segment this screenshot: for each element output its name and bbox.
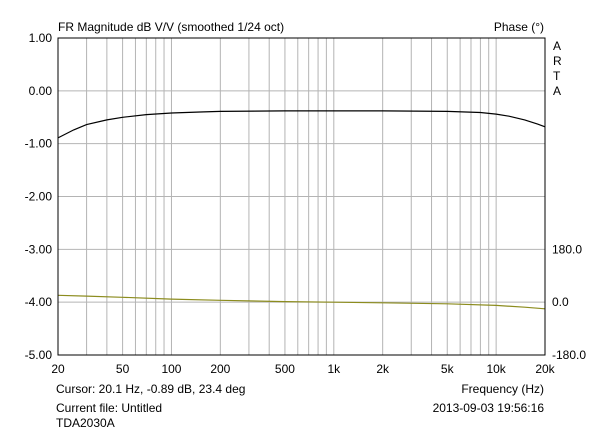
timestamp: 2013-09-03 19:56:16 [432, 401, 544, 415]
y-tick-label: 0.00 [29, 84, 53, 98]
y-tick-label: 1.00 [29, 31, 53, 45]
cursor-readout: Cursor: 20.1 Hz, -0.89 dB, 23.4 deg [56, 382, 246, 396]
x-tick-label: 2k [376, 362, 390, 376]
x-tick-label: 5k [441, 362, 455, 376]
y-tick-label: -1.00 [25, 137, 53, 151]
y-tick-label: -3.00 [25, 242, 53, 256]
x-tick-label: 10k [486, 362, 506, 376]
phase-curve [57, 294, 546, 310]
y-tick-label: -5.00 [25, 348, 53, 362]
brand-letter: A [553, 39, 561, 53]
measurement-label: TDA2030A [56, 416, 115, 430]
chart-title: FR Magnitude dB V/V (smoothed 1/24 oct) [58, 20, 284, 34]
y-tick-label: -4.00 [25, 295, 53, 309]
current-file: Current file: Untitled [56, 401, 163, 415]
phase-tick-label: 0.0 [552, 295, 569, 309]
y-tick-label: -2.00 [25, 190, 53, 204]
x-tick-label: 1k [327, 362, 341, 376]
x-tick-label: 20k [535, 362, 555, 376]
x-tick-label: 500 [275, 362, 295, 376]
x-tick-label: 20 [51, 362, 65, 376]
brand-letter: R [553, 54, 562, 68]
phase-tick-label: -180.0 [552, 348, 586, 362]
plot-border [57, 37, 546, 356]
grid [58, 38, 545, 355]
x-tick-label: 50 [116, 362, 130, 376]
axis-labels: 1.00 0.00 -1.00 -2.00 -3.00 -4.00 -5.00 180.0 0.… [25, 31, 587, 376]
magnitude-curve [57, 110, 546, 139]
x-axis-title: Frequency (Hz) [461, 382, 544, 396]
brand-letter: A [553, 84, 561, 98]
brand-letter: T [553, 69, 561, 83]
x-tick-label: 100 [161, 362, 181, 376]
x-tick-label: 200 [210, 362, 230, 376]
phase-axis-title: Phase (°) [494, 20, 544, 34]
phase-tick-label: 180.0 [552, 242, 582, 256]
curves [57, 110, 546, 310]
